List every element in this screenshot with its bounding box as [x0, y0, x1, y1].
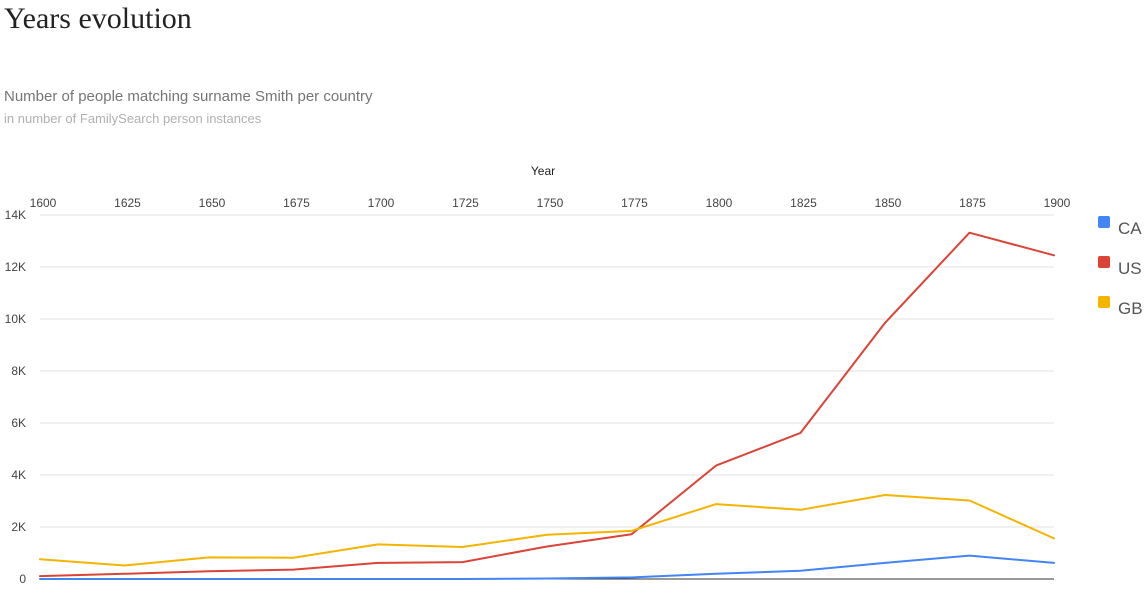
y-tick-label: 4K — [11, 468, 26, 482]
series-line-us[interactable] — [39, 231, 1055, 578]
legend-label: US — [1118, 259, 1142, 278]
y-axis-ticks: 0 2K 4K 6K 8K 10K 12K 14K — [5, 208, 27, 586]
x-tick-label: 1800 — [706, 196, 733, 210]
x-tick-label: 1725 — [452, 196, 479, 210]
series-lines — [39, 231, 1055, 580]
x-tick-label: 1600 — [30, 196, 57, 210]
legend-swatch — [1098, 216, 1110, 228]
x-tick-label: 1825 — [790, 196, 817, 210]
chart-subtitle: in number of FamilySearch person instanc… — [4, 111, 262, 126]
x-tick-label: 1875 — [959, 196, 986, 210]
y-tick-label: 8K — [11, 364, 26, 378]
gridlines — [40, 214, 1054, 580]
series-line-gb[interactable] — [39, 494, 1055, 567]
x-tick-label: 1750 — [537, 196, 564, 210]
x-tick-label: 1900 — [1044, 196, 1071, 210]
legend-item-ca[interactable]: CA — [1098, 216, 1142, 238]
legend-label: GB — [1118, 299, 1143, 318]
y-tick-label: 12K — [5, 260, 26, 274]
y-tick-label: 0 — [19, 572, 26, 586]
x-tick-label: 1775 — [621, 196, 648, 210]
legend-swatch — [1098, 256, 1110, 268]
legend-item-us[interactable]: US — [1098, 256, 1142, 278]
legend-item-gb[interactable]: GB — [1098, 296, 1143, 318]
y-tick-label: 14K — [5, 208, 26, 222]
page-title: Years evolution — [4, 2, 192, 35]
x-tick-label: 1625 — [114, 196, 141, 210]
legend[interactable]: CA US GB — [1098, 216, 1143, 318]
y-tick-label: 6K — [11, 416, 26, 430]
y-tick-label: 10K — [5, 312, 26, 326]
legend-swatch — [1098, 296, 1110, 308]
x-axis-label: Year — [531, 164, 555, 178]
series-line-ca[interactable] — [39, 554, 1055, 580]
x-axis-ticks: 1600 1625 1650 1675 1700 1725 1750 1775 1800 1825… — [30, 196, 1071, 210]
chart-title: Number of people matching surname Smith … — [4, 88, 373, 105]
x-tick-label: 1650 — [199, 196, 226, 210]
x-tick-label: 1700 — [368, 196, 395, 210]
x-tick-label: 1675 — [283, 196, 310, 210]
x-tick-label: 1850 — [875, 196, 902, 210]
y-tick-label: 2K — [11, 520, 26, 534]
legend-label: CA — [1118, 219, 1142, 238]
